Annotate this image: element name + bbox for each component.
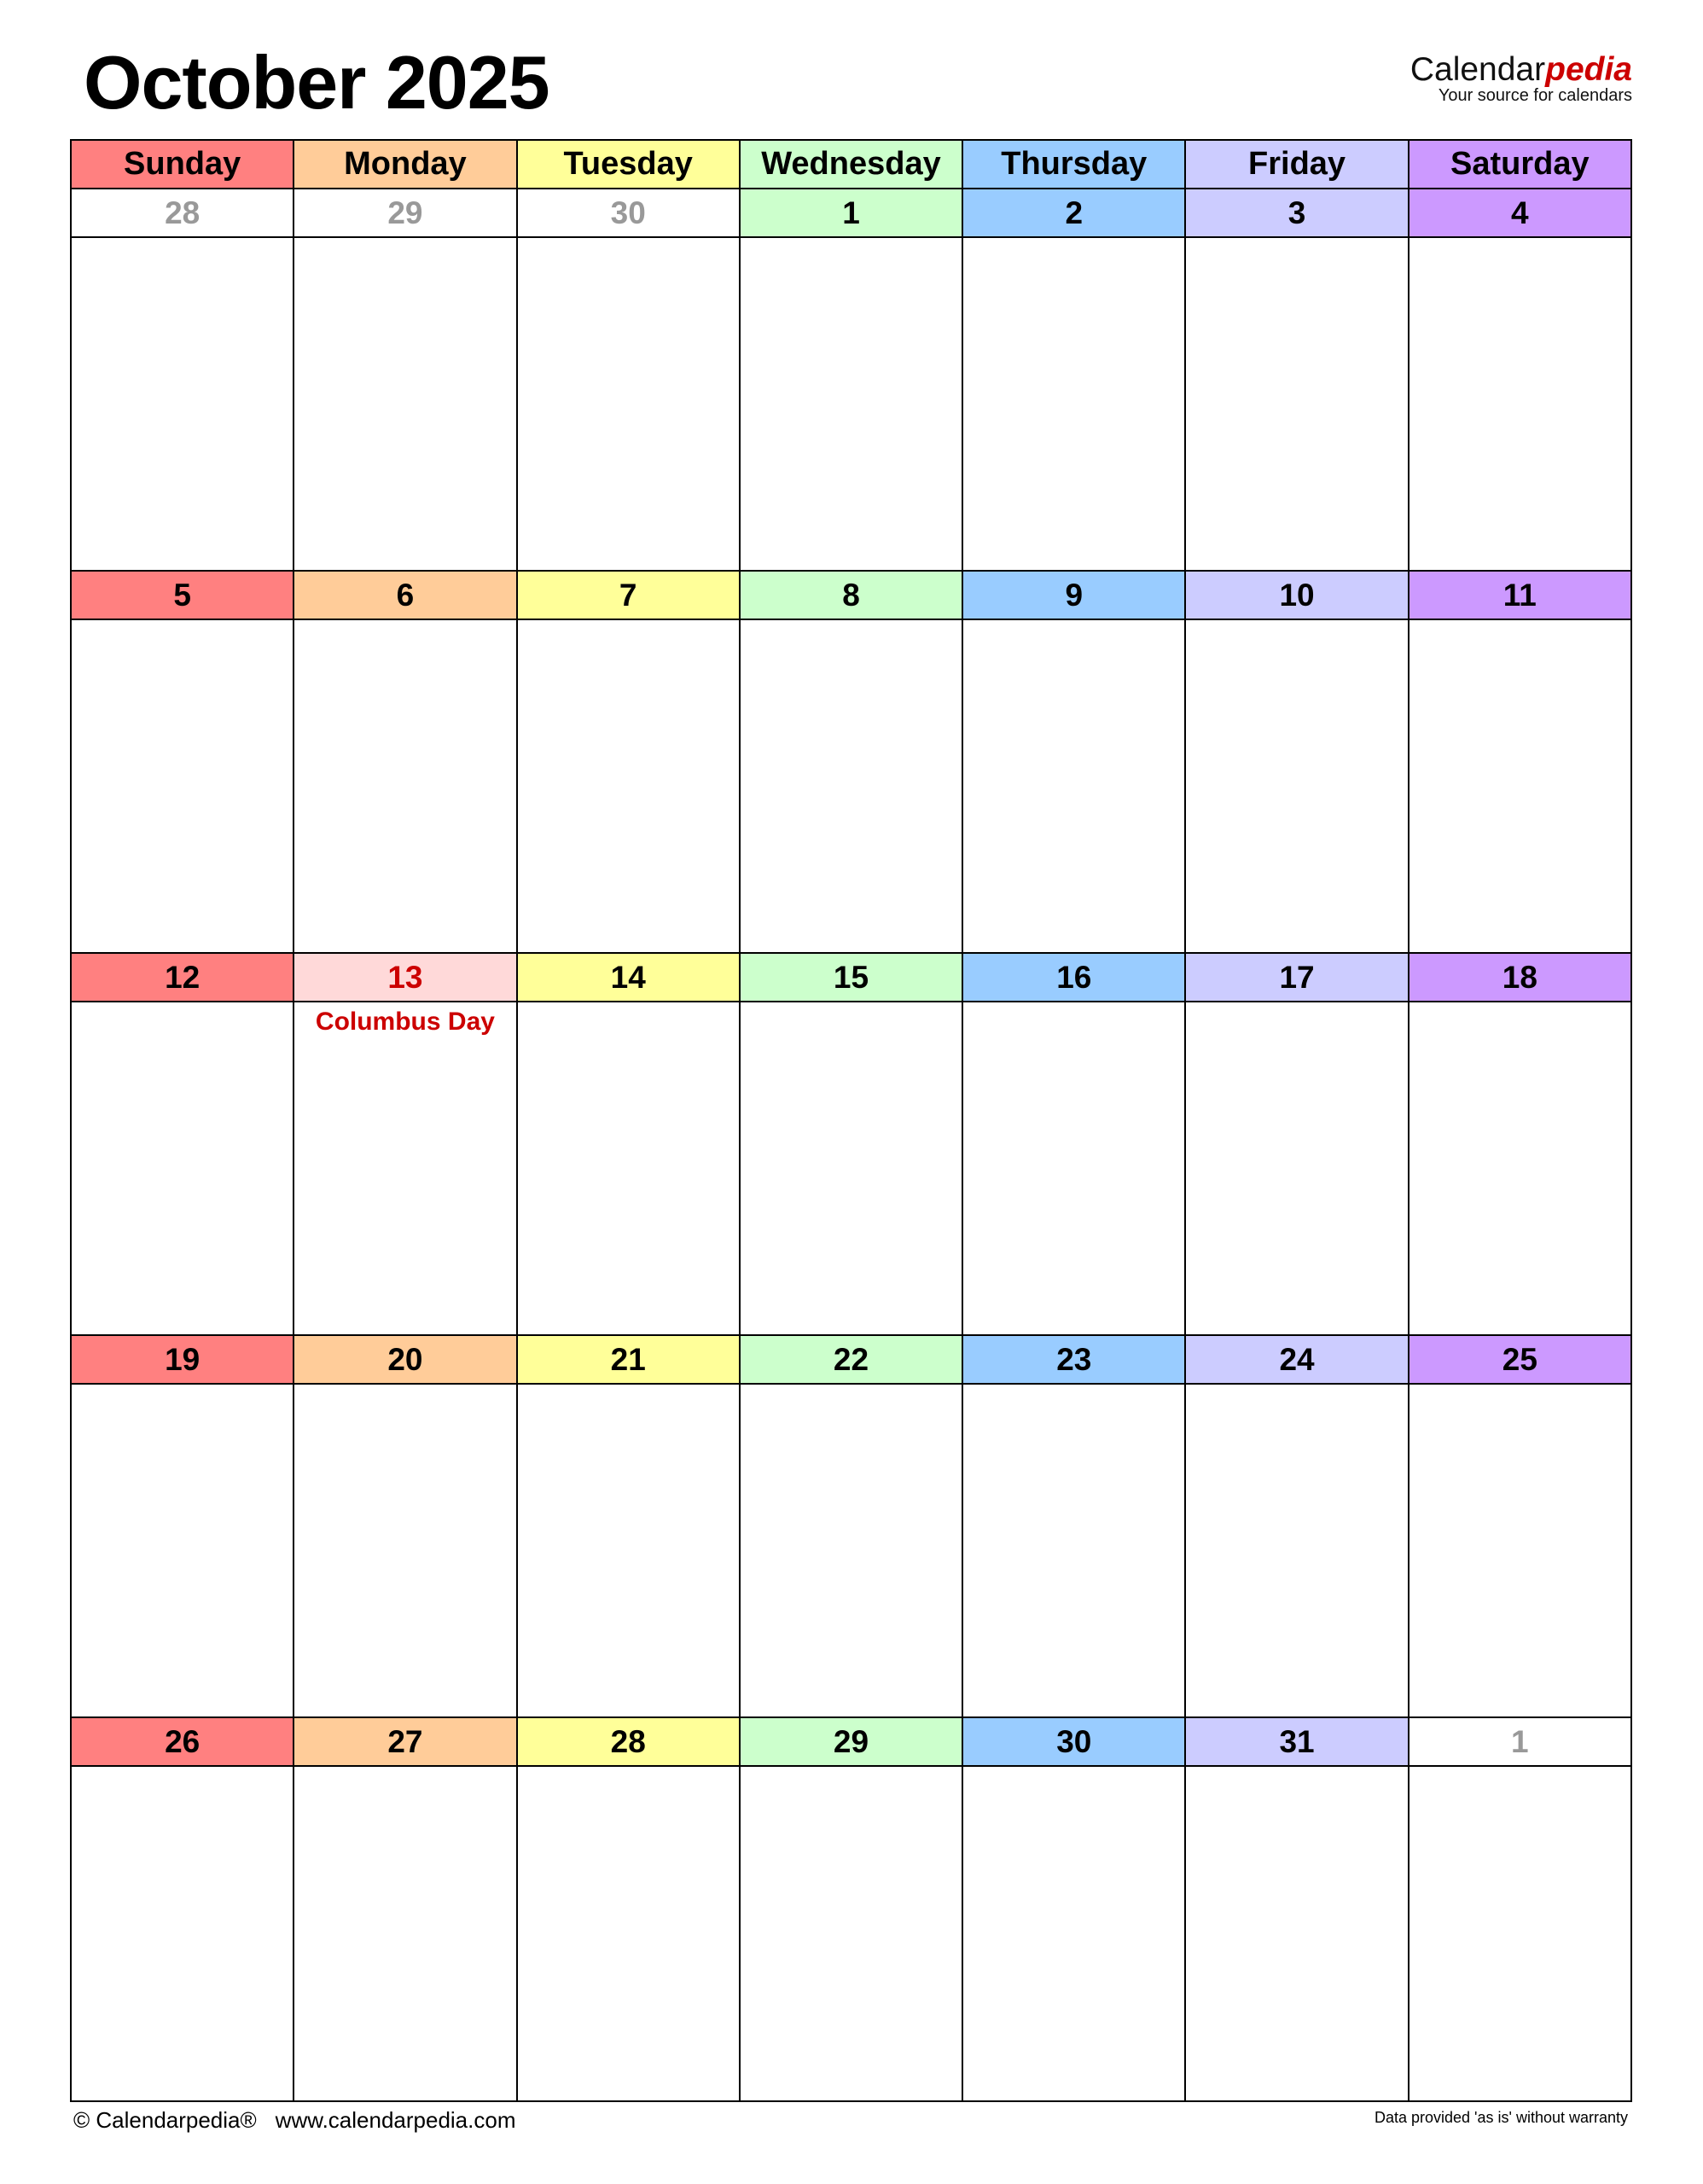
day-cell[interactable]: 15 (740, 954, 964, 1334)
day-cell[interactable]: 18 (1409, 954, 1630, 1334)
day-cell[interactable]: 9 (963, 572, 1187, 952)
day-cell[interactable]: 29 (740, 1718, 964, 2100)
week-row: 28 29 30 1 2 3 4 (72, 189, 1630, 572)
day-cell[interactable]: 1 (1409, 1718, 1630, 2100)
day-cell[interactable]: 13 Columbus Day (294, 954, 518, 1334)
day-number: 1 (740, 189, 962, 238)
weekday-header-wednesday: Wednesday (740, 141, 964, 189)
day-number: 13 (294, 954, 516, 1002)
weekday-header-monday: Monday (294, 141, 518, 189)
calendar-grid: Sunday Monday Tuesday Wednesday Thursday Frid… (70, 139, 1632, 2102)
day-cell[interactable]: 10 (1186, 572, 1409, 952)
day-cell[interactable]: 4 (1409, 189, 1630, 570)
day-number: 23 (963, 1336, 1185, 1385)
weekday-header-friday: Friday (1186, 141, 1409, 189)
logo-brand-main: Calendar (1409, 51, 1546, 88)
day-number: 26 (72, 1718, 294, 1767)
holiday-label: Columbus Day (315, 1008, 495, 1036)
day-cell[interactable]: 7 (517, 572, 741, 952)
day-number: 15 (740, 954, 962, 1002)
weekday-header-thursday: Thursday (963, 141, 1187, 189)
day-number: 16 (963, 954, 1185, 1002)
week-row: 26 27 28 29 30 31 1 (72, 1718, 1630, 2100)
footer-copyright: © Calendarpedia® (73, 2107, 257, 2133)
day-cell[interactable]: 5 (72, 572, 295, 952)
day-cell[interactable]: 29 (294, 189, 518, 570)
day-number: 18 (1409, 954, 1630, 1002)
day-cell[interactable]: 11 (1409, 572, 1630, 952)
logo-tagline: Your source for calendars (1438, 86, 1632, 105)
day-number: 31 (1186, 1718, 1408, 1767)
week-row: 5 6 7 8 9 10 11 (72, 572, 1630, 954)
day-cell[interactable]: 24 (1186, 1336, 1409, 1716)
day-number: 7 (517, 572, 739, 620)
day-cell[interactable]: 22 (740, 1336, 964, 1716)
day-number: 11 (1409, 572, 1630, 620)
day-cell[interactable]: 30 (963, 1718, 1187, 2100)
day-cell[interactable]: 2 (963, 189, 1187, 570)
day-number: 1 (1409, 1718, 1630, 1767)
footer-url[interactable]: www.calendarpedia.com (275, 2107, 516, 2133)
calendarpedia-logo: Calendarpedia Your source for calendars (1410, 53, 1632, 105)
day-number: 30 (517, 189, 739, 238)
day-number: 6 (294, 572, 516, 620)
day-number: 28 (72, 189, 294, 238)
day-number: 12 (72, 954, 294, 1002)
day-cell[interactable]: 3 (1186, 189, 1409, 570)
day-number: 28 (517, 1718, 739, 1767)
day-number: 30 (963, 1718, 1185, 1767)
week-row: 12 13 Columbus Day 14 15 16 17 18 (72, 954, 1630, 1336)
day-number: 3 (1186, 189, 1408, 238)
day-number: 2 (963, 189, 1185, 238)
day-number: 20 (294, 1336, 516, 1385)
day-cell[interactable]: 31 (1186, 1718, 1409, 2100)
day-cell[interactable]: 17 (1186, 954, 1409, 1334)
day-cell[interactable]: 8 (740, 572, 964, 952)
week-row: 19 20 21 22 23 24 25 (72, 1336, 1630, 1718)
day-cell[interactable]: 6 (294, 572, 518, 952)
weekday-header-sunday: Sunday (72, 141, 295, 189)
day-number: 10 (1186, 572, 1408, 620)
day-number: 21 (517, 1336, 739, 1385)
day-number: 4 (1409, 189, 1630, 238)
weekday-header-row: Sunday Monday Tuesday Wednesday Thursday Frid… (72, 141, 1630, 189)
weekday-header-saturday: Saturday (1409, 141, 1630, 189)
footer-disclaimer: Data provided 'as is' without warranty (1374, 2109, 1628, 2126)
day-number: 25 (1409, 1336, 1630, 1385)
day-cell[interactable]: 12 (72, 954, 295, 1334)
day-cell[interactable]: 1 (740, 189, 964, 570)
day-cell[interactable]: 28 (517, 1718, 741, 2100)
day-number: 14 (517, 954, 739, 1002)
day-cell[interactable]: 14 (517, 954, 741, 1334)
day-number: 9 (963, 572, 1185, 620)
weeks: 28 29 30 1 2 3 4 5 6 7 8 9 10 11 12 13 Columbus Day 14 15 1… (72, 189, 1630, 2100)
day-number: 24 (1186, 1336, 1408, 1385)
day-number: 17 (1186, 954, 1408, 1002)
day-cell[interactable]: 16 (963, 954, 1187, 1334)
day-cell[interactable]: 25 (1409, 1336, 1630, 1716)
day-cell[interactable]: 20 (294, 1336, 518, 1716)
day-cell[interactable]: 21 (517, 1336, 741, 1716)
day-number: 27 (294, 1718, 516, 1767)
day-cell[interactable]: 28 (72, 189, 295, 570)
day-cell[interactable]: 26 (72, 1718, 295, 2100)
page-title: October 2025 (84, 40, 550, 125)
day-cell[interactable]: 27 (294, 1718, 518, 2100)
day-number: 19 (72, 1336, 294, 1385)
weekday-header-tuesday: Tuesday (517, 141, 741, 189)
logo-brand: Calendarpedia (1410, 53, 1632, 87)
day-cell[interactable]: 23 (963, 1336, 1187, 1716)
day-cell[interactable]: 19 (72, 1336, 295, 1716)
day-number: 22 (740, 1336, 962, 1385)
day-number: 8 (740, 572, 962, 620)
footer-left: © Calendarpedia® www.calendarpedia.com (73, 2107, 534, 2134)
day-cell[interactable]: 30 (517, 189, 741, 570)
day-number: 29 (740, 1718, 962, 1767)
day-number: 5 (72, 572, 294, 620)
day-number: 29 (294, 189, 516, 238)
logo-brand-accent: pedia (1545, 51, 1632, 88)
